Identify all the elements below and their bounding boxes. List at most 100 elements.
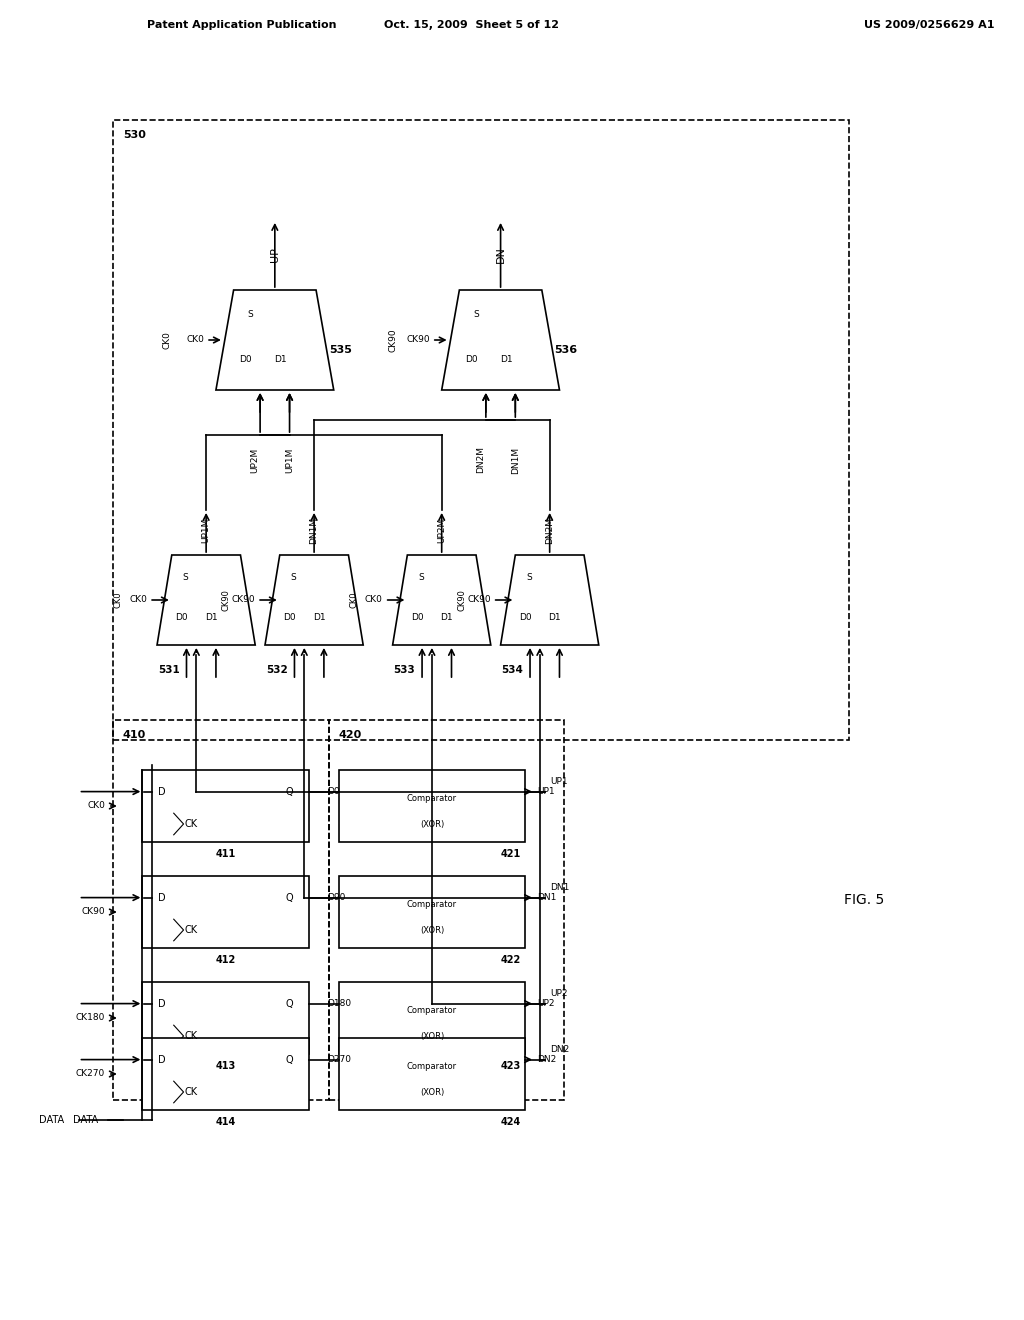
Polygon shape: [157, 554, 255, 645]
Text: 411: 411: [216, 849, 236, 859]
Text: D0: D0: [175, 614, 187, 623]
Text: CK: CK: [185, 1086, 198, 1097]
Bar: [113, 120, 849, 741]
Text: DN1: DN1: [537, 894, 556, 902]
Text: 423: 423: [501, 1061, 520, 1071]
Text: CK0: CK0: [114, 591, 123, 609]
Text: D: D: [158, 787, 166, 796]
Text: CK180: CK180: [76, 1014, 105, 1023]
Text: D0: D0: [465, 355, 477, 364]
Polygon shape: [216, 290, 334, 389]
Text: Comparator: Comparator: [407, 795, 457, 804]
Text: CK: CK: [185, 1031, 198, 1041]
Text: 536: 536: [555, 345, 578, 355]
Text: Q: Q: [286, 787, 293, 796]
Text: UP1M: UP1M: [202, 517, 211, 543]
Text: CK270: CK270: [76, 1069, 105, 1078]
Text: D270: D270: [327, 1055, 351, 1064]
Text: D180: D180: [327, 999, 351, 1008]
Text: UP2: UP2: [537, 999, 554, 1008]
Text: S: S: [247, 310, 253, 319]
Text: S: S: [526, 573, 531, 582]
Text: (XOR): (XOR): [420, 1088, 444, 1097]
Text: (XOR): (XOR): [420, 820, 444, 829]
Text: CK0: CK0: [365, 595, 383, 605]
Text: D90: D90: [327, 894, 345, 902]
Text: D1: D1: [500, 355, 513, 364]
Text: D0: D0: [239, 355, 252, 364]
Text: DN2M: DN2M: [476, 446, 485, 474]
Text: 424: 424: [501, 1117, 520, 1127]
Text: 531: 531: [158, 665, 179, 675]
Bar: [329, 719, 564, 1100]
Text: D: D: [158, 999, 166, 1008]
Text: CK90: CK90: [221, 589, 230, 611]
Text: DATA: DATA: [73, 1115, 98, 1125]
Text: Comparator: Comparator: [407, 1063, 457, 1072]
Polygon shape: [501, 554, 599, 645]
FancyBboxPatch shape: [339, 982, 525, 1053]
Text: 533: 533: [393, 665, 416, 675]
Text: UP2M: UP2M: [437, 517, 446, 543]
FancyBboxPatch shape: [142, 770, 309, 842]
Text: 420: 420: [339, 730, 361, 741]
Text: D0: D0: [327, 787, 340, 796]
Text: DN2M: DN2M: [545, 516, 554, 544]
Text: UP1: UP1: [537, 787, 555, 796]
Text: S: S: [418, 573, 424, 582]
Text: 422: 422: [501, 954, 520, 965]
Text: D0: D0: [519, 614, 531, 623]
Text: US 2009/0256629 A1: US 2009/0256629 A1: [864, 20, 994, 30]
Text: Patent Application Publication: Patent Application Publication: [147, 20, 337, 30]
Text: CK90: CK90: [388, 329, 397, 352]
Polygon shape: [441, 290, 559, 389]
Text: CK0: CK0: [87, 801, 105, 810]
Text: UP1M: UP1M: [285, 447, 294, 473]
FancyBboxPatch shape: [142, 982, 309, 1053]
Text: UP1: UP1: [551, 777, 568, 787]
Text: Q: Q: [286, 1055, 293, 1065]
Text: DN1M: DN1M: [511, 446, 520, 474]
Polygon shape: [265, 554, 364, 645]
Text: CK90: CK90: [407, 335, 430, 345]
Text: D0: D0: [284, 614, 296, 623]
Text: D0: D0: [411, 614, 424, 623]
Text: D: D: [158, 1055, 166, 1065]
Text: CK0: CK0: [129, 595, 147, 605]
Text: CK0: CK0: [349, 591, 358, 609]
Text: CK90: CK90: [458, 589, 466, 611]
Text: Comparator: Comparator: [407, 1006, 457, 1015]
Polygon shape: [392, 554, 490, 645]
Text: UP2M: UP2M: [251, 447, 260, 473]
Text: Oct. 15, 2009  Sheet 5 of 12: Oct. 15, 2009 Sheet 5 of 12: [384, 20, 559, 30]
Bar: [113, 719, 329, 1100]
Text: DATA: DATA: [39, 1115, 63, 1125]
Text: 421: 421: [501, 849, 520, 859]
FancyBboxPatch shape: [142, 876, 309, 948]
Text: S: S: [291, 573, 296, 582]
Text: 532: 532: [266, 665, 288, 675]
Text: 530: 530: [123, 129, 145, 140]
FancyBboxPatch shape: [339, 770, 525, 842]
Text: D1: D1: [274, 355, 287, 364]
Text: D1: D1: [440, 614, 453, 623]
Text: DN: DN: [496, 247, 506, 264]
Text: DN2: DN2: [550, 1045, 569, 1055]
FancyBboxPatch shape: [339, 1038, 525, 1110]
Text: 410: 410: [123, 730, 146, 741]
Text: Q: Q: [286, 999, 293, 1008]
Text: D1: D1: [548, 614, 561, 623]
Text: Comparator: Comparator: [407, 900, 457, 909]
Text: CK0: CK0: [163, 331, 172, 348]
Text: UP: UP: [270, 248, 280, 263]
FancyBboxPatch shape: [142, 1038, 309, 1110]
Text: D1: D1: [205, 614, 217, 623]
Text: CK90: CK90: [467, 595, 490, 605]
Text: 414: 414: [216, 1117, 236, 1127]
Text: 535: 535: [329, 345, 351, 355]
Text: FIG. 5: FIG. 5: [844, 894, 884, 907]
Text: 534: 534: [502, 665, 523, 675]
Text: Q: Q: [286, 892, 293, 903]
Text: DN1M: DN1M: [309, 516, 318, 544]
Text: (XOR): (XOR): [420, 1031, 444, 1040]
